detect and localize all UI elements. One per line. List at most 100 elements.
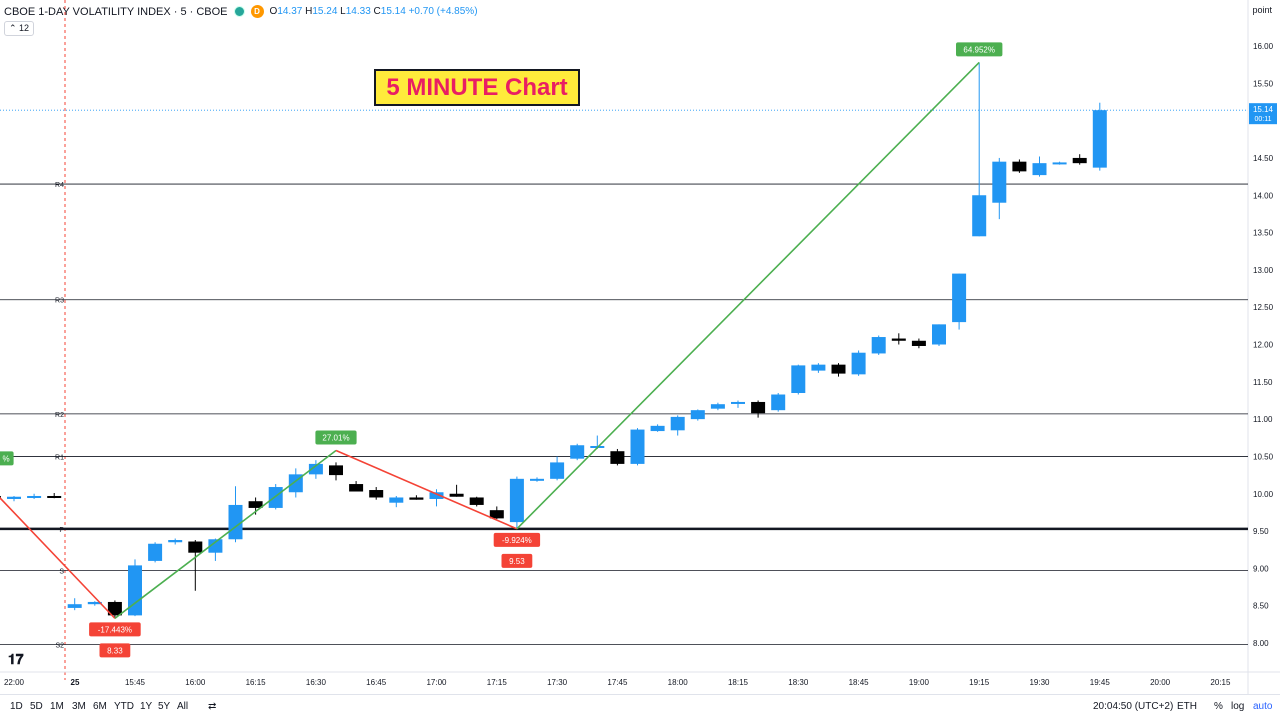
time-tick: 18:00 bbox=[668, 678, 689, 687]
candle[interactable] bbox=[1092, 110, 1107, 168]
pivot-label-p: P bbox=[59, 527, 64, 534]
candle[interactable] bbox=[1032, 163, 1047, 176]
time-tick: 17:15 bbox=[487, 678, 508, 687]
clock-readout[interactable]: 20:04:50 (UTC+2) bbox=[1093, 701, 1174, 712]
range-ytd-button[interactable]: YTD bbox=[114, 701, 134, 712]
collapse-indicators-button[interactable]: ⌃ 12 bbox=[4, 21, 35, 36]
candle[interactable] bbox=[811, 364, 826, 371]
candle[interactable] bbox=[329, 465, 343, 476]
candle[interactable] bbox=[630, 429, 645, 464]
candle[interactable] bbox=[690, 410, 705, 420]
candle[interactable] bbox=[107, 601, 122, 616]
trendline[interactable] bbox=[114, 449, 337, 620]
candle[interactable] bbox=[610, 451, 625, 464]
candle[interactable] bbox=[992, 161, 1007, 203]
candle[interactable] bbox=[349, 484, 364, 492]
candle[interactable] bbox=[831, 364, 846, 374]
trendline[interactable] bbox=[516, 61, 980, 530]
candle[interactable] bbox=[7, 496, 21, 499]
candle[interactable] bbox=[710, 404, 725, 409]
candle[interactable] bbox=[1012, 161, 1027, 172]
range-all-button[interactable]: All bbox=[177, 701, 189, 712]
candle[interactable] bbox=[47, 495, 62, 498]
session-button[interactable]: ETH bbox=[1177, 701, 1197, 712]
candle[interactable] bbox=[168, 540, 183, 543]
symbol-title[interactable]: CBOE 1-DAY VOLATILITY INDEX · 5 · CBOE bbox=[4, 5, 228, 18]
candle-countdown: 00:11 bbox=[1255, 116, 1272, 123]
candle[interactable] bbox=[248, 501, 263, 508]
date-range-icon[interactable]: ⇄ bbox=[208, 701, 217, 712]
trendline[interactable] bbox=[335, 449, 518, 530]
candle[interactable] bbox=[851, 352, 866, 375]
candle[interactable] bbox=[570, 445, 585, 459]
price-tick: 8.50 bbox=[1253, 602, 1269, 611]
candle[interactable] bbox=[932, 324, 946, 345]
range-3m-button[interactable]: 3M bbox=[72, 701, 86, 712]
candle[interactable] bbox=[550, 462, 565, 479]
time-tick: 16:45 bbox=[366, 678, 387, 687]
range-1m-button[interactable]: 1M bbox=[50, 701, 64, 712]
ohlc-readout: O14.37 H15.24 L14.33 C15.14 +0.70 (+4.85… bbox=[269, 6, 478, 17]
candle[interactable] bbox=[27, 495, 42, 498]
candle[interactable] bbox=[469, 497, 484, 505]
range-1y-button[interactable]: 1Y bbox=[140, 701, 153, 712]
candle[interactable] bbox=[731, 401, 745, 404]
time-tick: 16:00 bbox=[185, 678, 206, 687]
candle[interactable] bbox=[208, 539, 223, 553]
price-chart[interactable]: R4 R3 R2 R1 P S S2% -17.443% 8.33 27.01% -9.924% 9.… bbox=[0, 0, 1280, 694]
candle[interactable] bbox=[67, 604, 82, 608]
time-tick: 18:45 bbox=[849, 678, 870, 687]
candle[interactable] bbox=[268, 487, 283, 508]
pivot-label-s2: S2 bbox=[55, 642, 64, 649]
time-tick: 19:45 bbox=[1090, 678, 1111, 687]
candle[interactable] bbox=[891, 338, 906, 341]
range-5y-button[interactable]: 5Y bbox=[158, 701, 171, 712]
price-tick: 12.00 bbox=[1253, 341, 1274, 350]
candle[interactable] bbox=[972, 195, 987, 237]
log-scale-button[interactable]: log bbox=[1231, 701, 1245, 712]
time-tick: 19:30 bbox=[1029, 678, 1050, 687]
candle[interactable] bbox=[771, 394, 786, 411]
pivot-label-r4: R4 bbox=[55, 182, 64, 189]
candle[interactable] bbox=[530, 478, 544, 481]
candle[interactable] bbox=[409, 497, 424, 500]
candle[interactable] bbox=[509, 478, 524, 523]
range-5d-button[interactable]: 5D bbox=[30, 701, 43, 712]
candle[interactable] bbox=[369, 490, 384, 498]
percent-scale-button[interactable]: % bbox=[1214, 701, 1223, 712]
candle[interactable] bbox=[87, 601, 102, 605]
candle[interactable] bbox=[429, 492, 444, 499]
candle[interactable] bbox=[389, 497, 404, 503]
trendline[interactable] bbox=[0, 492, 116, 619]
candle[interactable] bbox=[308, 463, 323, 475]
candle[interactable] bbox=[188, 541, 203, 553]
candle[interactable] bbox=[489, 510, 504, 519]
candle[interactable] bbox=[148, 543, 163, 561]
candle[interactable] bbox=[911, 340, 926, 346]
chart-annotation-banner[interactable]: 5 MINUTE Chart bbox=[374, 69, 580, 106]
auto-scale-button[interactable]: auto bbox=[1253, 701, 1273, 712]
candle[interactable] bbox=[1052, 162, 1067, 165]
range-1d-button[interactable]: 1D bbox=[10, 701, 23, 712]
candle[interactable] bbox=[228, 504, 243, 540]
trend-label: 8.33 bbox=[107, 646, 123, 655]
candle[interactable] bbox=[449, 493, 464, 497]
tradingview-logo-icon[interactable]: 𝟏𝟕 bbox=[8, 651, 24, 667]
range-6m-button[interactable]: 6M bbox=[93, 701, 107, 712]
candle[interactable] bbox=[952, 273, 967, 323]
price-tick: 13.00 bbox=[1253, 266, 1274, 275]
current-price-value: 15.14 bbox=[1253, 105, 1274, 114]
price-tick: 10.50 bbox=[1253, 452, 1274, 461]
candle[interactable] bbox=[128, 565, 142, 616]
candle[interactable] bbox=[650, 425, 665, 432]
candle[interactable] bbox=[871, 337, 886, 354]
trend-label: 27.01% bbox=[322, 433, 349, 442]
bottom-toolbar: 1D 5D 1M 3M 6M YTD 1Y 5Y All ⇄ 20:04:50 … bbox=[0, 694, 1280, 721]
time-tick: 15:45 bbox=[125, 678, 146, 687]
candle[interactable] bbox=[751, 401, 766, 414]
candle[interactable] bbox=[791, 365, 806, 394]
price-tick: 9.50 bbox=[1253, 527, 1269, 536]
candle[interactable] bbox=[1072, 157, 1087, 164]
price-tick: 8.00 bbox=[1253, 639, 1269, 648]
candle[interactable] bbox=[670, 416, 685, 431]
